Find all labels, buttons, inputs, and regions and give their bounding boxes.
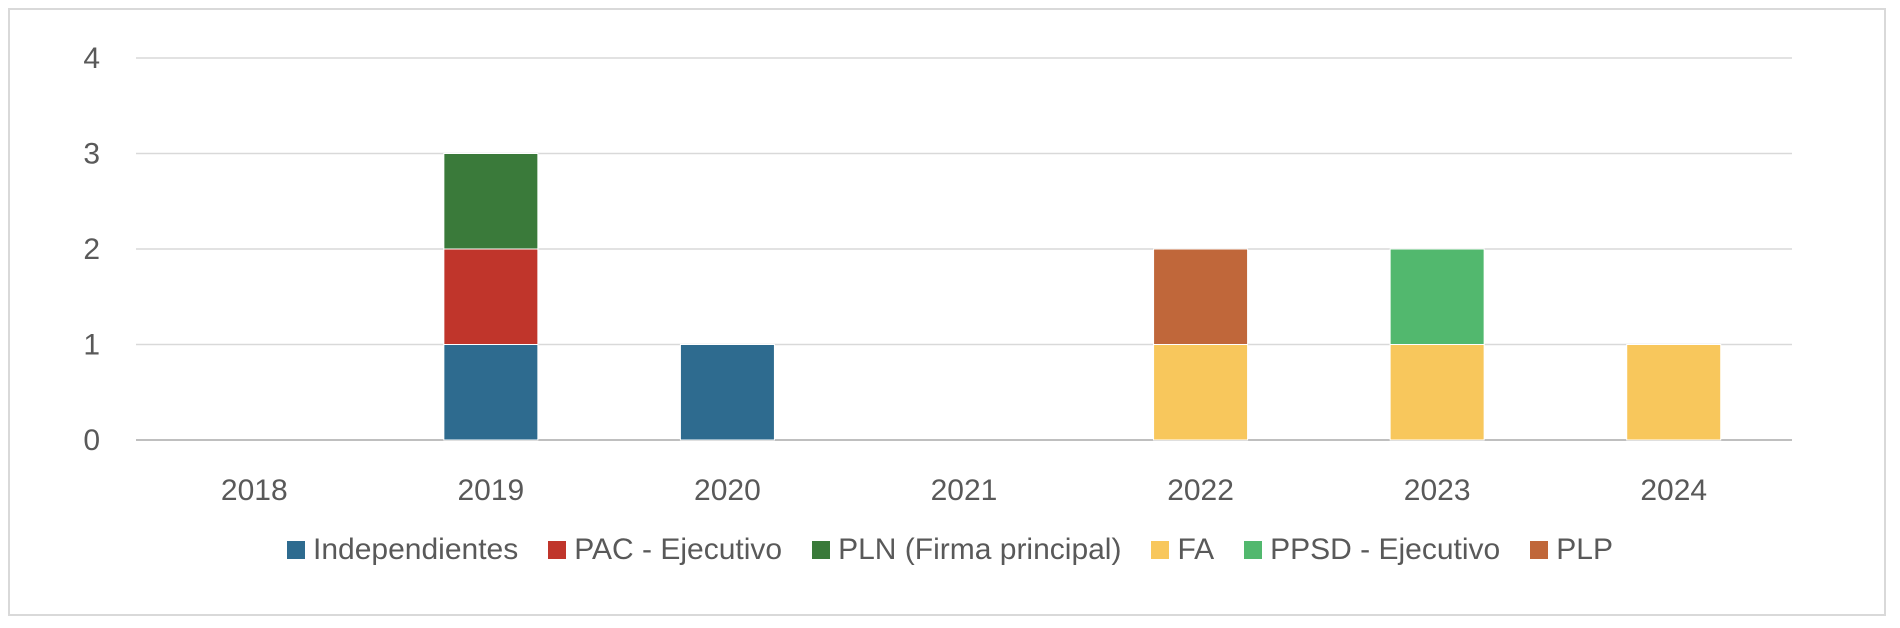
- x-tick-label: 2018: [221, 474, 288, 507]
- x-tick-label: 2019: [457, 474, 524, 507]
- y-axis-ticks: 0 1 2 3 4: [83, 42, 100, 457]
- legend-swatch: [812, 541, 831, 559]
- y-tick-label: 2: [83, 233, 100, 266]
- chart-frame: [8, 8, 1886, 616]
- legend: Independientes PAC - Ejecutivo PLN (Firma …: [0, 528, 1900, 572]
- bar-2022-plp: [1153, 248, 1249, 345]
- x-tick-label: 2022: [1167, 474, 1234, 507]
- x-tick-label: 2020: [694, 474, 761, 507]
- x-tick-label: 2023: [1404, 474, 1471, 507]
- bar-2019-pac-ejecutivo: [443, 248, 539, 345]
- legend-label: Independientes: [313, 533, 519, 566]
- y-tick-label: 0: [83, 424, 100, 457]
- legend-swatch: [287, 541, 306, 559]
- bar-2019-pln-firma-principal: [443, 153, 539, 250]
- bar-2020-independientes: [679, 344, 775, 441]
- bar-2024-fa: [1626, 344, 1722, 441]
- y-tick-label: 1: [83, 329, 100, 362]
- x-axis-ticks: 2018 2019 2020 2021 2022 2023 2024: [221, 474, 1707, 507]
- bar-2019-independientes: [443, 344, 539, 441]
- x-tick-label: 2021: [931, 474, 998, 507]
- y-tick-label: 4: [83, 42, 100, 75]
- legend-label: PLN (Firma principal): [838, 533, 1122, 566]
- legend-swatch: [548, 541, 567, 559]
- legend-label: PAC - Ejecutivo: [574, 533, 783, 566]
- legend-item: PLP: [1530, 533, 1613, 567]
- bars: [443, 153, 1722, 441]
- legend-label: PLP: [1556, 533, 1613, 566]
- legend-swatch: [1151, 541, 1170, 559]
- legend-item: PLN (Firma principal): [812, 533, 1121, 567]
- bar-2023-fa: [1389, 344, 1485, 441]
- legend-item: PPSD - Ejecutivo: [1244, 533, 1500, 567]
- bar-2022-fa: [1153, 344, 1249, 441]
- legend-swatch: [1244, 541, 1263, 559]
- y-tick-label: 3: [83, 138, 100, 171]
- stacked-bar-chart: 0 1 2 3 4 2018 2019 2020 2021 2022 2023 2024: [83, 42, 1792, 507]
- gridlines: [136, 57, 1792, 441]
- x-tick-label: 2024: [1640, 474, 1707, 507]
- legend-item: PAC - Ejecutivo: [548, 533, 782, 567]
- bar-2023-ppsd-ejecutivo: [1389, 248, 1485, 345]
- legend-item: FA: [1151, 533, 1214, 567]
- legend-swatch: [1530, 541, 1549, 559]
- legend-item: Independientes: [287, 533, 518, 567]
- legend-label: FA: [1177, 533, 1215, 566]
- legend-label: PPSD - Ejecutivo: [1270, 533, 1501, 566]
